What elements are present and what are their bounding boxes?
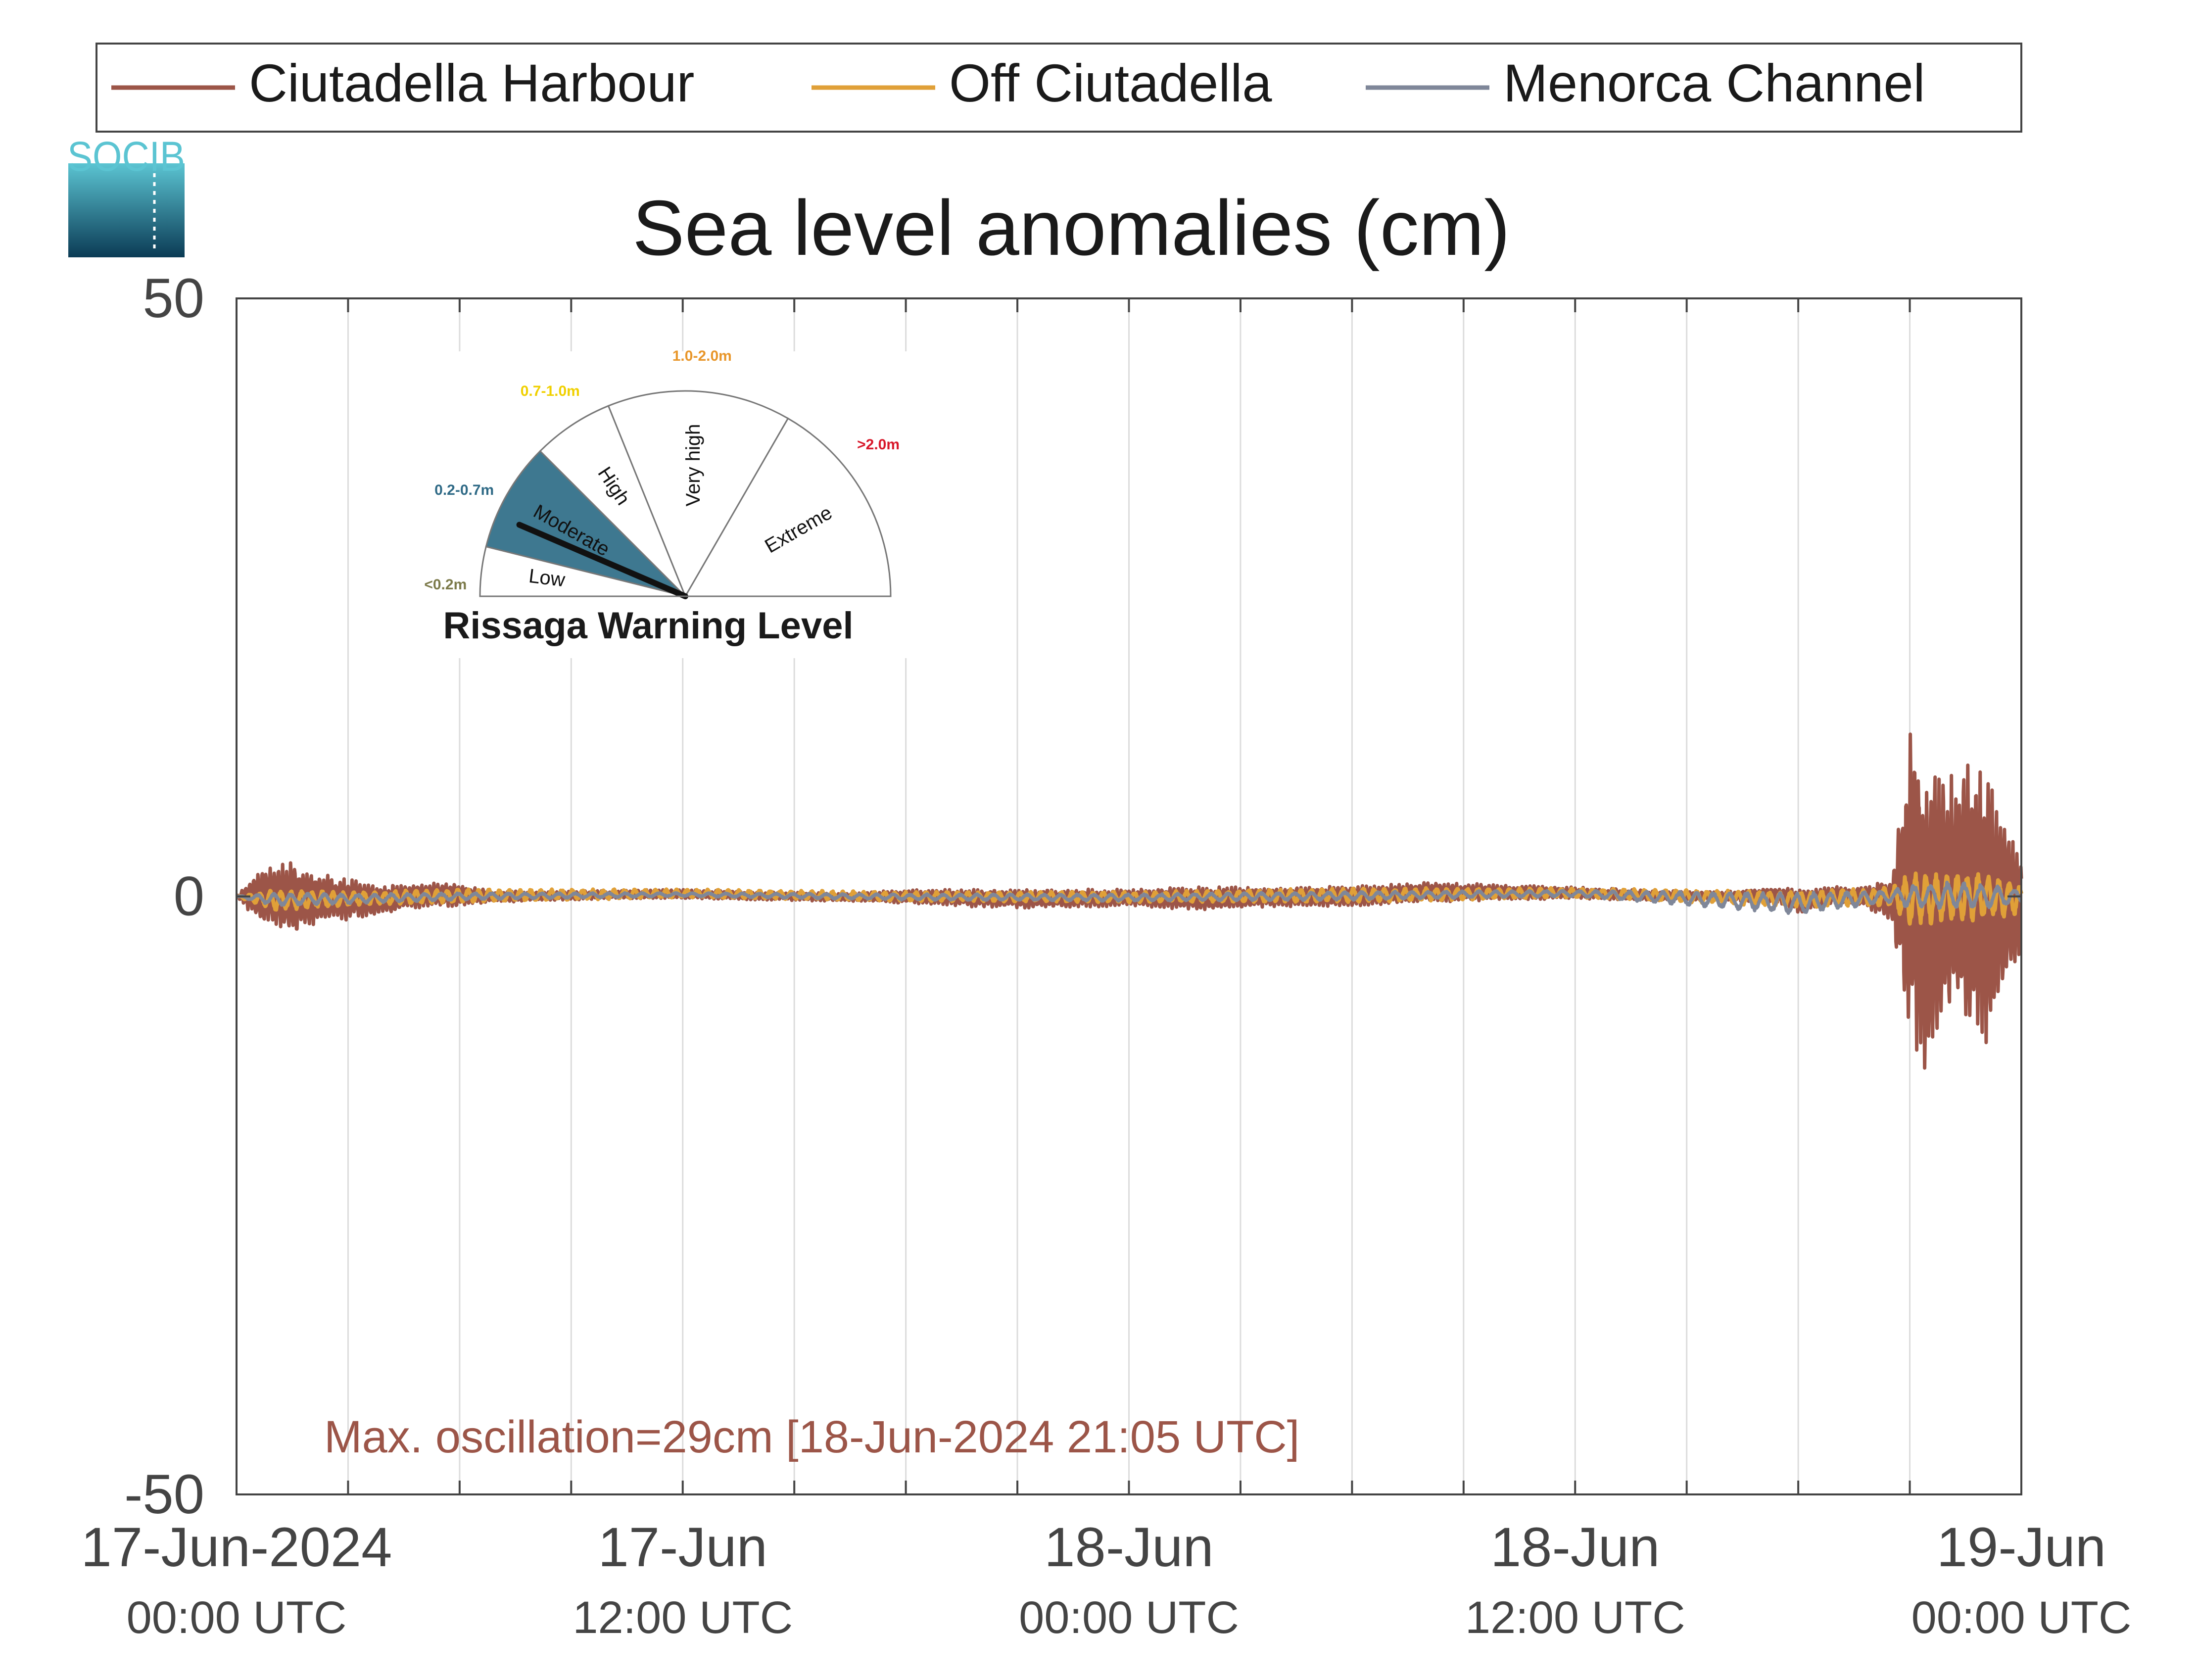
- gauge-range-label: 0.7-1.0m: [521, 383, 580, 399]
- logo-text: SOCIB: [67, 133, 185, 180]
- x-tick-label-date: 18-Jun: [1490, 1516, 1660, 1578]
- gauge-sector-label: Low: [527, 565, 566, 591]
- gauge-range-label: 1.0-2.0m: [672, 348, 732, 364]
- x-tick-label-time: 00:00 UTC: [1019, 1592, 1239, 1643]
- y-tick-label: -50: [124, 1463, 204, 1525]
- legend-label: Ciutadella Harbour: [249, 53, 695, 113]
- gauge-needle: [516, 522, 688, 599]
- chart-title: Sea level anomalies (cm): [632, 185, 1510, 272]
- gauge-title: Rissaga Warning Level: [443, 605, 853, 647]
- gauge-sector-label: Very high: [682, 424, 704, 507]
- legend-item-off-ciutadella: Off Ciutadella: [812, 53, 1272, 113]
- gauge-sector-moderate: [485, 450, 688, 598]
- x-tick-label-date: 18-Jun: [1044, 1516, 1213, 1578]
- x-tick-label-date: 17-Jun-2024: [81, 1516, 392, 1578]
- socib-logo: SOCIB: [67, 133, 185, 257]
- x-tick-label-time: 00:00 UTC: [1911, 1592, 2132, 1643]
- legend-box: [96, 43, 2022, 133]
- series-line-menorca-channel: [235, 880, 2023, 915]
- x-tick-label-time: 12:00 UTC: [573, 1592, 793, 1643]
- logo-gradient-block: [68, 163, 185, 257]
- max-oscillation-annotation: Max. oscillation=29cm [18-Jun-2024 21:05…: [324, 1412, 1299, 1462]
- x-tick-label-date: 17-Jun: [598, 1516, 767, 1578]
- legend-label: Off Ciutadella: [949, 53, 1272, 113]
- legend-label: Menorca Channel: [1503, 53, 1925, 113]
- x-tick-label-time: 12:00 UTC: [1465, 1592, 1685, 1643]
- x-tick-label-time: 00:00 UTC: [127, 1592, 347, 1643]
- gauge-range-label: 0.2-0.7m: [434, 482, 494, 498]
- x-tick-label-date: 19-Jun: [1937, 1516, 2106, 1578]
- y-tick-label: 50: [143, 267, 204, 329]
- gauge-sector-very-high: [607, 390, 789, 598]
- y-tick-label: 0: [174, 865, 204, 927]
- gauge-range-label: <0.2m: [424, 576, 467, 593]
- axes: -50 0 50 17-Jun-2024 00:00 UTC 17-Jun 12:00 UT…: [81, 267, 2132, 1643]
- gauge-sector-extreme: [684, 417, 892, 597]
- gauge-range-label: >2.0m: [857, 436, 900, 453]
- legend-item-menorca-channel: Menorca Channel: [1366, 53, 1925, 113]
- series-layer: [235, 732, 2023, 1070]
- legend: Ciutadella Harbour Off Ciutadella Menorc…: [96, 43, 2022, 133]
- legend-item-ciutadella-harbour: Ciutadella Harbour: [111, 53, 695, 113]
- gauge-sector-high: [539, 405, 686, 597]
